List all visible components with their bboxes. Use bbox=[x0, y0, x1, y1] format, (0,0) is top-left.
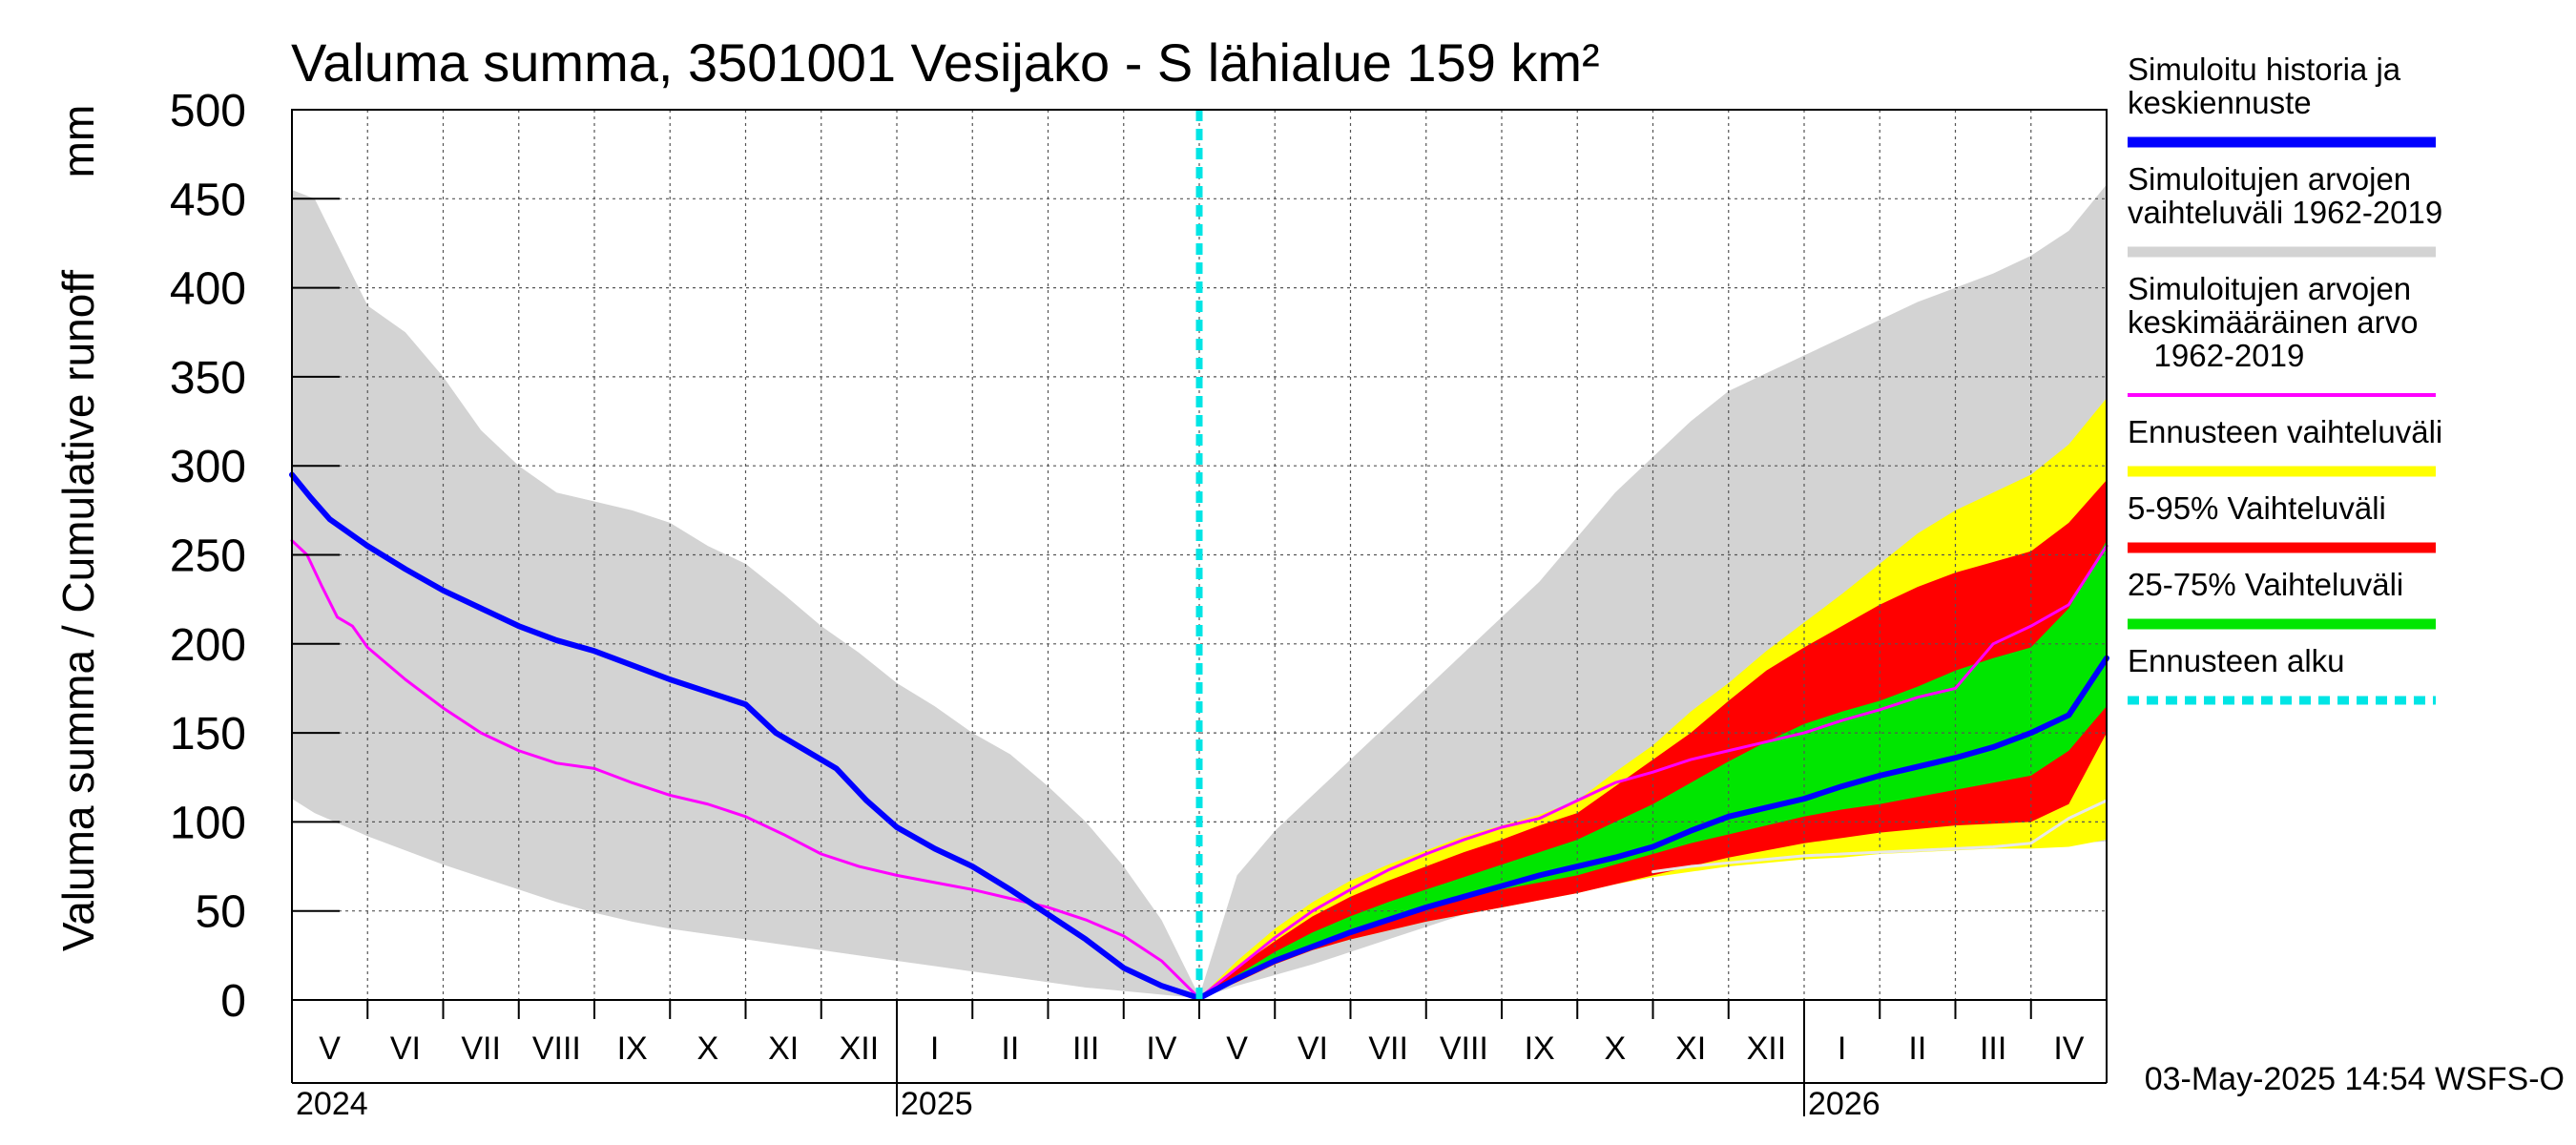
month-label-7: XII bbox=[840, 1030, 880, 1067]
year-label-2024: 2024 bbox=[296, 1086, 368, 1122]
legend-item-4: 5-95% Vaihteluväli bbox=[2128, 490, 2436, 553]
legend-item-5: 25-75% Vaihteluväli bbox=[2128, 567, 2436, 630]
legend-item-6: Ennusteen alku bbox=[2128, 643, 2436, 705]
y-tick-label-50: 50 bbox=[196, 887, 246, 938]
legend-label-2-0: Simuloitujen arvojen bbox=[2128, 271, 2411, 306]
month-label-20: I bbox=[1838, 1030, 1846, 1067]
legend: Simuloitu historia jakeskiennusteSimuloi… bbox=[2128, 52, 2442, 705]
series-simuloitujen-arvojen-keskim-r-inen-arvo-1962-2019 bbox=[290, 539, 2109, 1000]
legend-label-1-0: Simuloitujen arvojen bbox=[2128, 161, 2411, 197]
legend-label-0-0: Simuloitu historia ja bbox=[2128, 52, 2401, 87]
month-label-2: VII bbox=[461, 1030, 501, 1067]
legend-label-3-0: Ennusteen vaihteluväli bbox=[2128, 414, 2442, 449]
legend-label-4-0: 5-95% Vaihteluväli bbox=[2128, 490, 2386, 526]
y-tick-label-400: 400 bbox=[170, 264, 246, 315]
month-label-21: II bbox=[1908, 1030, 1926, 1067]
month-label-9: II bbox=[1001, 1030, 1019, 1067]
legend-label-5-0: 25-75% Vaihteluväli bbox=[2128, 567, 2403, 602]
y-axis-unit: mm bbox=[53, 105, 103, 178]
month-label-12: V bbox=[1226, 1030, 1248, 1067]
month-label-22: III bbox=[1980, 1030, 2006, 1067]
month-label-3: VIII bbox=[532, 1030, 581, 1067]
y-tick-label-300: 300 bbox=[170, 442, 246, 492]
month-label-4: IX bbox=[617, 1030, 648, 1067]
timestamp-footer: 03-May-2025 14:54 WSFS-O bbox=[2145, 1061, 2565, 1097]
y-tick-label-450: 450 bbox=[170, 175, 246, 225]
y-tick-label-500: 500 bbox=[170, 86, 246, 136]
month-label-13: VI bbox=[1298, 1030, 1328, 1067]
chart-title: Valuma summa, 3501001 Vesijako - S lähia… bbox=[291, 32, 1600, 93]
month-label-18: XI bbox=[1675, 1030, 1706, 1067]
month-label-5: X bbox=[697, 1030, 719, 1067]
y-tick-label-150: 150 bbox=[170, 709, 246, 760]
legend-label-2-1: keskimääräinen arvo bbox=[2128, 304, 2418, 340]
month-label-6: XI bbox=[768, 1030, 799, 1067]
legend-label-6-0: Ennusteen alku bbox=[2128, 643, 2345, 678]
legend-label-1-1: vaihteluväli 1962-2019 bbox=[2128, 195, 2442, 230]
y-tick-label-100: 100 bbox=[170, 798, 246, 848]
series-simuloitu-historia-ja-keskiennuste bbox=[289, 471, 2109, 1002]
plot-lines bbox=[289, 110, 2109, 1002]
month-label-11: IV bbox=[1146, 1030, 1176, 1067]
legend-label-0-1: keskiennuste bbox=[2128, 85, 2312, 120]
legend-item-3: Ennusteen vaihteluväli bbox=[2128, 414, 2442, 477]
y-axis-label: Valuma summa / Cumulative runoff bbox=[53, 270, 103, 951]
y-tick-label-200: 200 bbox=[170, 620, 246, 671]
y-tick-label-0: 0 bbox=[220, 976, 246, 1027]
y-tick-label-250: 250 bbox=[170, 531, 246, 582]
band-5-95-vaihteluv-li bbox=[1199, 480, 2107, 999]
band-ennusteen-vaihteluv-li bbox=[1199, 398, 2107, 999]
legend-label-2-2: 1962-2019 bbox=[2128, 338, 2304, 373]
month-label-19: XII bbox=[1747, 1030, 1787, 1067]
month-label-8: I bbox=[930, 1030, 939, 1067]
month-label-10: III bbox=[1072, 1030, 1099, 1067]
month-label-0: V bbox=[319, 1030, 341, 1067]
month-label-16: IX bbox=[1525, 1030, 1555, 1067]
year-label-2025: 2025 bbox=[901, 1086, 973, 1122]
month-label-23: IV bbox=[2053, 1030, 2084, 1067]
series-min-history bbox=[1652, 799, 2109, 874]
month-label-1: VI bbox=[390, 1030, 421, 1067]
year-label-2026: 2026 bbox=[1808, 1086, 1880, 1122]
month-label-17: X bbox=[1605, 1030, 1627, 1067]
month-label-14: VII bbox=[1368, 1030, 1408, 1067]
month-label-15: VIII bbox=[1440, 1030, 1488, 1067]
y-tick-label-350: 350 bbox=[170, 353, 246, 404]
